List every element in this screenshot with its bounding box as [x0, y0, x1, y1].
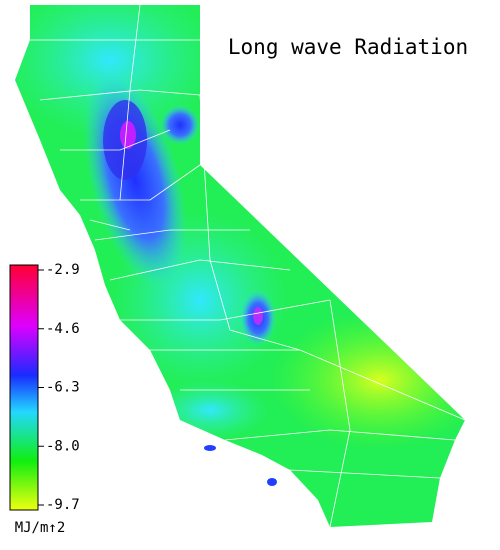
- colorbar-unit: MJ/m↑2: [15, 520, 66, 536]
- colorbar-tick-label: -4.6: [46, 321, 80, 337]
- county-lines: [30, 4, 466, 528]
- colorbar-tick-label: -2.9: [46, 262, 80, 278]
- map-title: Long wave Radiation: [228, 35, 468, 59]
- colorbar-ramp: [9, 264, 39, 511]
- colorbar: [9, 264, 39, 511]
- colorbar-tick-label: -8.0: [46, 438, 80, 454]
- island: [267, 478, 277, 486]
- colorbar-tick-label: -6.3: [46, 380, 80, 396]
- colorbar-tick-label: -9.7: [46, 497, 80, 513]
- island: [204, 445, 216, 451]
